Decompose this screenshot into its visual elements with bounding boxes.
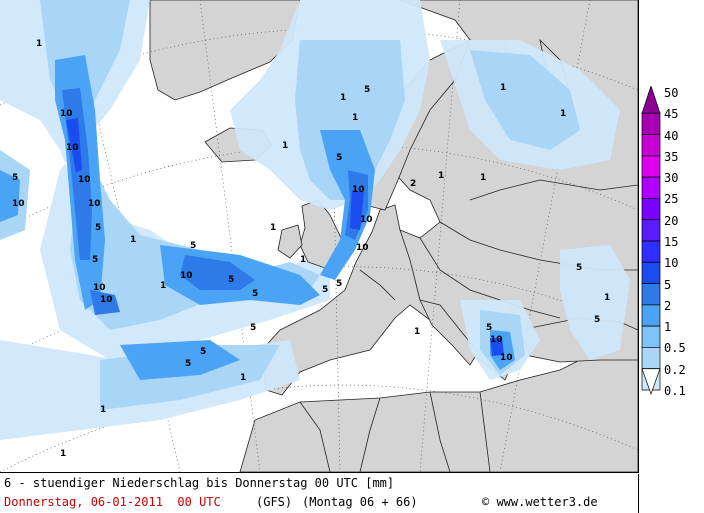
legend-level-label: 0.5 xyxy=(664,341,686,356)
legend-band xyxy=(641,261,661,284)
contour-label-1: 1 xyxy=(60,449,66,459)
contour-label-10: 10 xyxy=(100,295,113,305)
contour-label-1: 1 xyxy=(352,113,358,123)
contour-label-1: 1 xyxy=(270,223,276,233)
contour-label-5: 5 xyxy=(190,241,196,251)
contour-label-1: 1 xyxy=(480,173,486,183)
contour-label-10: 10 xyxy=(180,271,193,281)
legend-level-label: 1 xyxy=(664,320,672,335)
legend-level-label: 45 xyxy=(664,107,679,122)
contour-label-1: 1 xyxy=(604,293,610,303)
legend-band xyxy=(641,283,661,306)
legend-level-label: 35 xyxy=(664,149,679,164)
forecast-run: (Montag 06 + 66) xyxy=(302,495,418,509)
contour-label-10: 10 xyxy=(352,185,365,195)
contour-label-10: 10 xyxy=(500,353,513,363)
legend-band xyxy=(641,176,661,199)
legend-level-label: 40 xyxy=(664,128,679,143)
legend-band xyxy=(641,155,661,178)
contour-label-5: 5 xyxy=(364,85,370,95)
contour-label-1: 1 xyxy=(36,39,42,49)
contour-label-1: 1 xyxy=(160,281,166,291)
legend-band xyxy=(641,304,661,327)
contour-label-10: 10 xyxy=(93,283,106,293)
contour-label-5: 5 xyxy=(336,279,342,289)
contour-label-10: 10 xyxy=(490,335,503,345)
contour-label-1: 1 xyxy=(500,83,506,93)
contour-label-5: 5 xyxy=(336,153,342,163)
contour-label-10: 10 xyxy=(360,215,373,225)
contour-label-5: 5 xyxy=(185,359,191,369)
contour-label-1: 1 xyxy=(130,235,136,245)
contour-label-1: 1 xyxy=(438,171,444,181)
legend-band xyxy=(641,84,661,114)
contour-label-5: 5 xyxy=(486,323,492,333)
contour-label-5: 5 xyxy=(594,315,600,325)
precip-intense-layer xyxy=(66,118,504,356)
contour-label-1: 1 xyxy=(100,405,106,415)
contour-label-5: 5 xyxy=(92,255,98,265)
contour-label-10: 10 xyxy=(78,175,91,185)
contour-label-5: 5 xyxy=(228,275,234,285)
contour-label-5: 5 xyxy=(95,223,101,233)
contour-label-2: 2 xyxy=(410,179,416,189)
contour-label-1: 1 xyxy=(240,373,246,383)
map-canvas: 1 10 10 10 10 5 5 10 10 10 5 5 5 5 5 5 5… xyxy=(0,0,638,472)
legend-level-label: 0.2 xyxy=(664,362,686,377)
ireland xyxy=(277,224,303,259)
contour-label-1: 1 xyxy=(340,93,346,103)
map-footer: 6 - stuendiger Niederschlag bis Donnerst… xyxy=(0,474,639,513)
legend-color-bar xyxy=(641,84,661,396)
legend-level-label: 30 xyxy=(664,171,679,186)
contour-labels: 1 10 10 10 10 5 5 10 10 10 5 5 5 5 5 5 5… xyxy=(12,39,610,459)
contour-label-5: 5 xyxy=(322,285,328,295)
legend-band xyxy=(641,219,661,242)
contour-label-10: 10 xyxy=(60,109,73,119)
legend-level-label: 0.1 xyxy=(664,384,686,398)
contour-label-1: 1 xyxy=(560,109,566,119)
legend-band xyxy=(641,347,661,370)
contour-label-1: 1 xyxy=(300,255,306,265)
contour-label-10: 10 xyxy=(88,199,101,209)
valid-date: Donnerstag, 06-01-2011 00 UTC xyxy=(4,495,221,509)
contour-label-10: 10 xyxy=(66,143,79,153)
legend-band xyxy=(641,112,661,135)
legend-level-label: 2 xyxy=(664,298,672,313)
legend-band xyxy=(641,368,661,396)
legend-band xyxy=(641,240,661,263)
contour-label-5: 5 xyxy=(576,263,582,273)
legend-band xyxy=(641,198,661,221)
legend-band xyxy=(641,134,661,157)
contour-label-5: 5 xyxy=(12,173,18,183)
contour-label-1: 1 xyxy=(282,141,288,151)
italy xyxy=(419,299,479,366)
precipitation-legend: 50 45 40 35 30 25 20 15 10 5 2 1 0.5 0.2 0.1 xyxy=(640,84,704,398)
contour-label-10: 10 xyxy=(356,243,369,253)
legend-level-label: 50 xyxy=(664,86,679,100)
legend-band xyxy=(641,325,661,348)
contour-label-5: 5 xyxy=(250,323,256,333)
legend-level-label: 5 xyxy=(664,277,672,292)
map-title: 6 - stuendiger Niederschlag bis Donnerst… xyxy=(4,476,395,490)
precipitation-map: 1 10 10 10 10 5 5 10 10 10 5 5 5 5 5 5 5… xyxy=(0,0,639,473)
legend-level-label: 10 xyxy=(664,256,679,271)
contour-label-5: 5 xyxy=(252,289,258,299)
model-name: (GFS) xyxy=(256,495,293,509)
legend-level-label: 25 xyxy=(664,192,679,207)
legend-level-label: 15 xyxy=(664,235,679,249)
contour-label-1: 1 xyxy=(414,327,420,337)
legend-level-label: 20 xyxy=(664,213,679,228)
country-borders xyxy=(299,179,638,472)
contour-label-10: 10 xyxy=(12,199,25,209)
contour-label-5: 5 xyxy=(200,347,206,357)
copyright-credit: © www.wetter3.de xyxy=(482,495,598,509)
